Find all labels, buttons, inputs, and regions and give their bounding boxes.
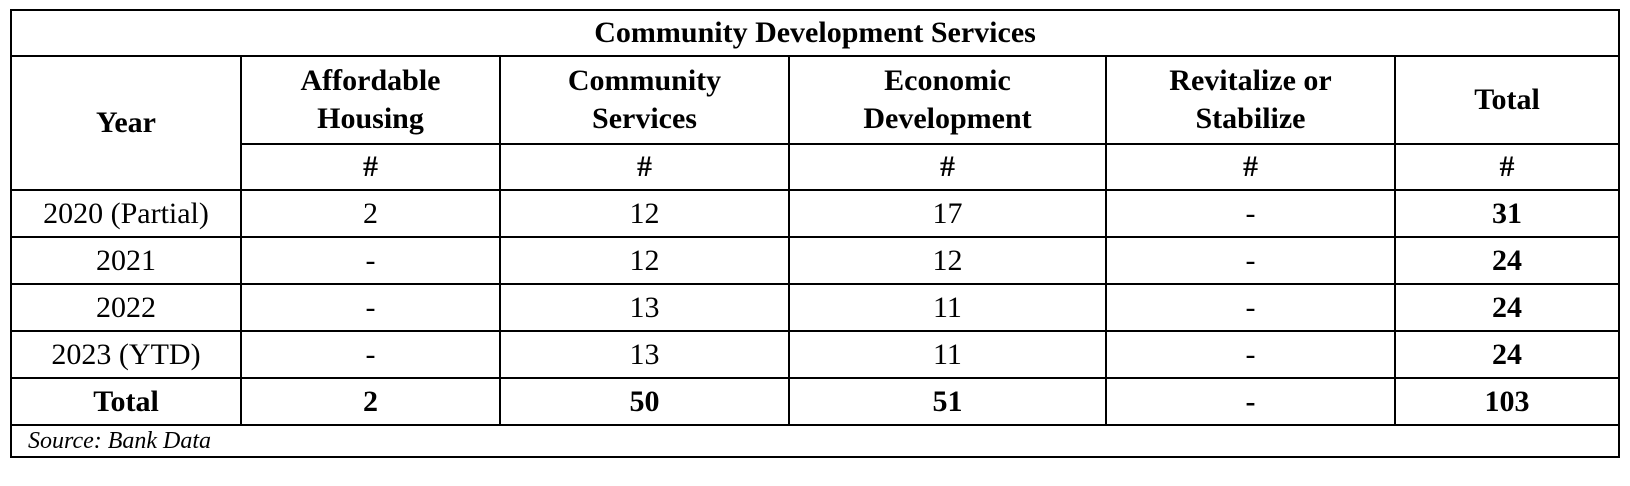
- header-line: Development: [863, 102, 1032, 135]
- header-line: Economic: [884, 64, 1011, 97]
- total-row: Total 2 50 51 - 103: [10, 377, 1621, 426]
- table-row: 2020 (Partial) 2 12 17 - 31: [10, 189, 1621, 238]
- cell-economic-development: 11: [788, 283, 1107, 332]
- col-header-revitalize-stabilize: Revitalize or Stabilize: [1105, 55, 1396, 145]
- cell-revitalize-stabilize: -: [1105, 283, 1396, 332]
- header-line: Affordable: [300, 64, 441, 97]
- unit-cell: #: [499, 143, 790, 191]
- cell-revitalize-stabilize: -: [1105, 236, 1396, 285]
- cell-year: 2022: [10, 283, 242, 332]
- col-header-community-services: Community Services: [499, 55, 790, 145]
- unit-cell: #: [1105, 143, 1396, 191]
- cell-total: 31: [1393, 189, 1621, 238]
- cell-community-services: 12: [499, 236, 790, 285]
- cell-year: 2020 (Partial): [10, 189, 242, 238]
- cell-year: 2021: [10, 236, 242, 285]
- col-header-year: Year: [10, 55, 242, 191]
- cell-economic-development: 11: [788, 330, 1107, 379]
- col-header-affordable-housing: Affordable Housing: [240, 55, 501, 145]
- community-development-table-container: Community Development Services Year Affo…: [9, 9, 1621, 458]
- cell-total: 24: [1393, 330, 1621, 379]
- total-revitalize-stabilize: -: [1105, 377, 1396, 426]
- cell-community-services: 12: [499, 189, 790, 238]
- header-line: Community: [567, 64, 722, 97]
- unit-cell: #: [788, 143, 1107, 191]
- header-line: Revitalize or: [1169, 64, 1332, 97]
- cell-affordable-housing: -: [240, 283, 501, 332]
- grand-total: 103: [1393, 377, 1621, 426]
- total-affordable-housing: 2: [240, 377, 501, 426]
- source-note: Source: Bank Data: [9, 424, 1621, 458]
- unit-cell: #: [1393, 143, 1621, 191]
- table-title: Community Development Services: [9, 9, 1621, 57]
- table-title-row: Community Development Services: [9, 9, 1621, 57]
- cell-revitalize-stabilize: -: [1105, 330, 1396, 379]
- col-header-economic-development: Economic Development: [788, 55, 1107, 145]
- table-row: 2023 (YTD) - 13 11 - 24: [10, 330, 1621, 379]
- column-header-row: Year Affordable Housing Community Services…: [10, 55, 1621, 191]
- cell-affordable-housing: -: [240, 236, 501, 285]
- source-row: Source: Bank Data: [9, 424, 1621, 458]
- total-label: Total: [10, 377, 242, 426]
- table-row: 2021 - 12 12 - 24: [10, 236, 1621, 285]
- total-economic-development: 51: [788, 377, 1107, 426]
- header-line: Housing: [317, 102, 424, 135]
- col-header-total: Total: [1393, 55, 1621, 145]
- total-community-services: 50: [499, 377, 790, 426]
- cell-affordable-housing: 2: [240, 189, 501, 238]
- table-row: 2022 - 13 11 - 24: [10, 283, 1621, 332]
- cell-affordable-housing: -: [240, 330, 501, 379]
- header-line: Stabilize: [1195, 102, 1306, 135]
- cell-total: 24: [1393, 283, 1621, 332]
- cell-year: 2023 (YTD): [10, 330, 242, 379]
- cell-revitalize-stabilize: -: [1105, 189, 1396, 238]
- cell-community-services: 13: [499, 330, 790, 379]
- cell-community-services: 13: [499, 283, 790, 332]
- header-line: Services: [592, 102, 697, 135]
- unit-cell: #: [240, 143, 501, 191]
- cell-total: 24: [1393, 236, 1621, 285]
- unit-row: # # # # #: [11, 143, 1621, 191]
- cell-economic-development: 17: [788, 189, 1107, 238]
- cell-economic-development: 12: [788, 236, 1107, 285]
- community-development-services-table: Community Development Services Year Affo…: [9, 9, 1621, 458]
